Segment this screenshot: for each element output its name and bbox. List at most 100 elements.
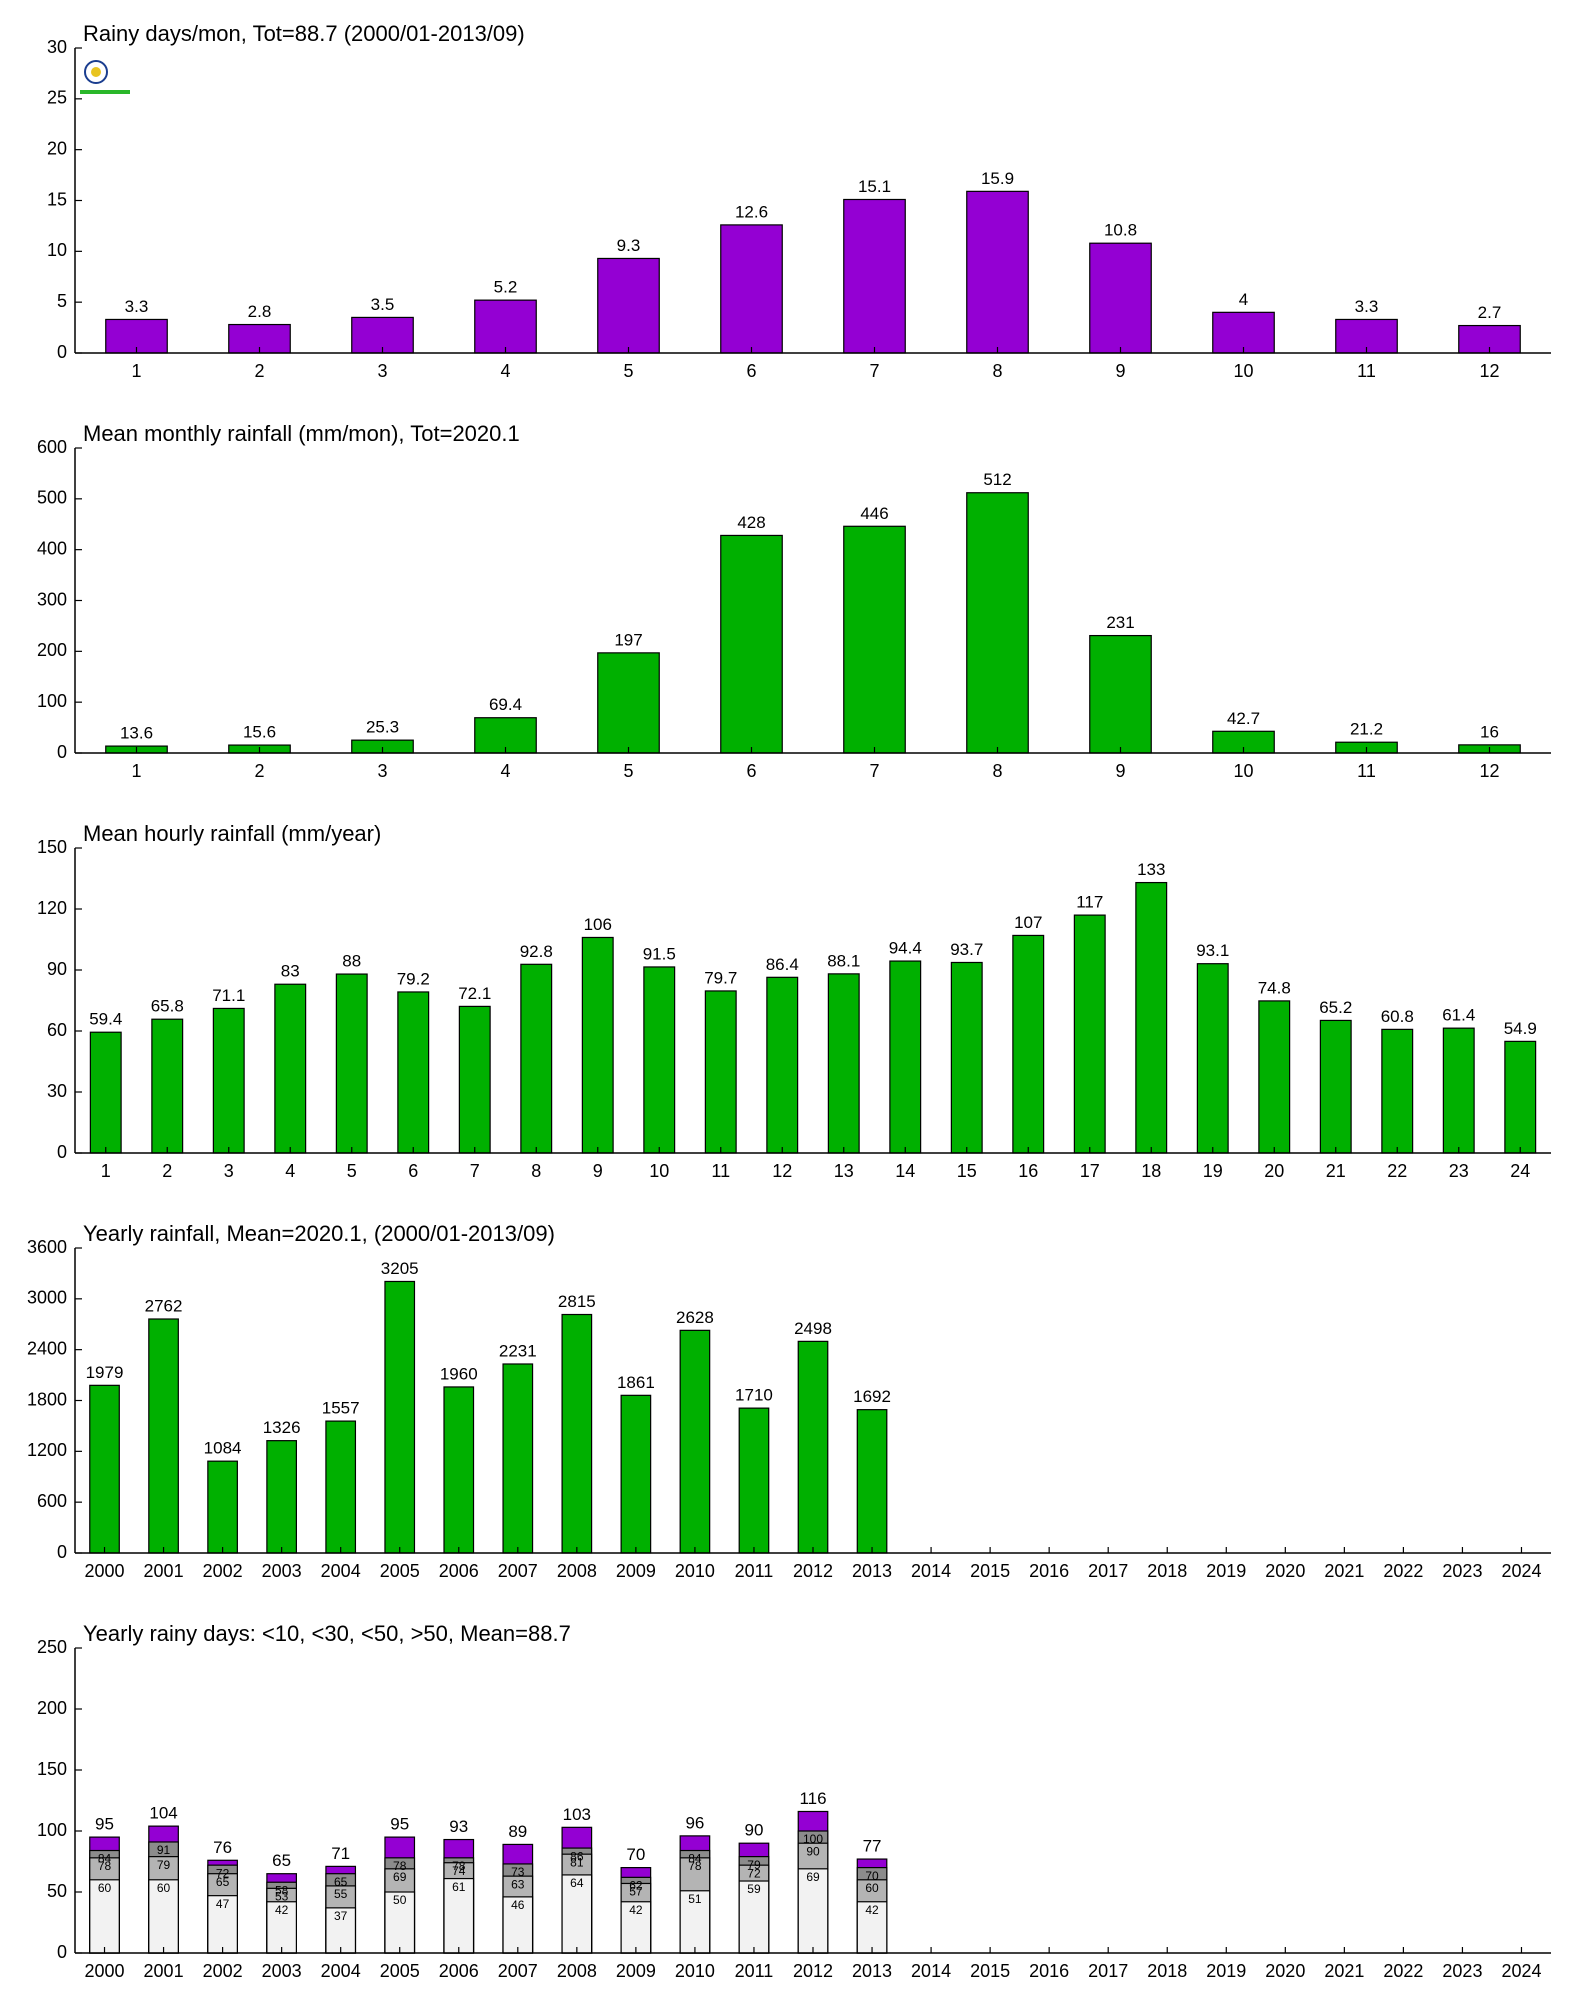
bar: [738, 1407, 770, 1554]
x-tick-label: 4: [500, 761, 510, 781]
y-tick-label: 20: [47, 138, 67, 158]
x-tick-label: 2007: [498, 1961, 538, 1981]
value-label: 21.2: [1350, 720, 1383, 739]
chart-title: Mean monthly rainfall (mm/mon), Tot=2020…: [83, 421, 520, 446]
x-tick-label: 2021: [1324, 1561, 1364, 1581]
bar: [1089, 634, 1152, 754]
value-label: 62: [629, 1879, 643, 1893]
value-label: 2815: [558, 1292, 596, 1311]
y-tick-label: 0: [57, 1942, 67, 1962]
y-tick-label: 3000: [27, 1288, 67, 1308]
value-label: 78: [452, 1859, 466, 1873]
value-label: 64: [570, 1876, 584, 1890]
value-label: 1692: [853, 1387, 891, 1406]
x-tick-label: 2017: [1088, 1561, 1128, 1581]
x-tick-label: 2001: [144, 1561, 184, 1581]
x-tick-label: 2017: [1088, 1961, 1128, 1981]
value-label: 59: [747, 1882, 761, 1896]
bar: [1442, 1027, 1475, 1154]
value-label: 5.2: [494, 278, 518, 297]
value-label: 4: [1239, 290, 1248, 309]
y-tick-label: 0: [57, 342, 67, 362]
value-label: 2628: [676, 1308, 714, 1327]
x-tick-label: 2011: [735, 1561, 774, 1581]
bar: [1258, 1000, 1291, 1154]
value-label: 3.3: [125, 297, 149, 316]
value-label: 89: [508, 1822, 527, 1841]
y-tick-label: 15: [47, 189, 67, 209]
bar: [797, 1340, 829, 1554]
value-label: 107: [1014, 913, 1042, 932]
y-tick-label: 600: [37, 1491, 67, 1511]
x-tick-label: 2012: [793, 1561, 833, 1581]
value-label: 1710: [735, 1386, 773, 1405]
y-tick-label: 150: [37, 837, 67, 857]
bar: [843, 198, 906, 354]
value-label: 13.6: [120, 724, 153, 743]
value-label: 3.3: [1355, 297, 1379, 316]
value-label: 79: [157, 1858, 171, 1872]
x-tick-label: 2016: [1029, 1961, 1069, 1981]
bar: [397, 991, 430, 1154]
chart-title: Yearly rainfall, Mean=2020.1, (2000/01-2…: [83, 1221, 555, 1246]
value-label: 3.5: [371, 295, 395, 314]
x-tick-label: 2018: [1147, 1561, 1187, 1581]
value-label: 42: [865, 1903, 879, 1917]
value-label: 37: [334, 1909, 348, 1923]
y-tick-label: 30: [47, 37, 67, 57]
value-label: 60: [98, 1881, 112, 1895]
x-tick-label: 5: [623, 361, 633, 381]
value-label: 10.8: [1104, 221, 1137, 240]
value-label: 96: [685, 1813, 704, 1832]
x-tick-label: 2023: [1442, 1561, 1482, 1581]
x-tick-label: 2008: [557, 1561, 597, 1581]
x-tick-label: 9: [1115, 361, 1125, 381]
x-tick-label: 2004: [321, 1561, 361, 1581]
x-tick-label: 8: [531, 1161, 541, 1181]
bar: [704, 990, 737, 1154]
value-label: 78: [393, 1859, 407, 1873]
value-label: 90: [806, 1844, 820, 1858]
y-tick-label: 0: [57, 1542, 67, 1562]
x-tick-label: 2011: [735, 1961, 774, 1981]
value-label: 25.3: [366, 718, 399, 737]
x-tick-label: 2015: [970, 1561, 1010, 1581]
bar: [1504, 1040, 1537, 1154]
bar: [384, 1280, 416, 1554]
value-label: 88.1: [827, 951, 860, 970]
value-label: 86: [570, 1849, 584, 1863]
value-label: 73: [511, 1865, 525, 1879]
x-tick-label: 8: [992, 761, 1002, 781]
x-tick-label: 2016: [1029, 1561, 1069, 1581]
value-label: 86.4: [766, 955, 799, 974]
y-tick-label: 200: [37, 1698, 67, 1718]
y-tick-label: 250: [37, 1637, 67, 1657]
value-label: 104: [149, 1804, 177, 1823]
y-tick-label: 3600: [27, 1237, 67, 1257]
value-label: 1084: [204, 1439, 242, 1458]
bar: [643, 966, 676, 1154]
bar: [148, 1879, 179, 1954]
bar: [1012, 934, 1045, 1154]
x-tick-label: 2022: [1383, 1561, 1423, 1581]
bar: [597, 652, 660, 754]
value-label: 2.7: [1478, 303, 1502, 322]
value-label: 88: [342, 952, 361, 971]
x-tick-label: 11: [711, 1161, 730, 1181]
bar: [889, 960, 922, 1154]
value-label: 81: [570, 1855, 584, 1869]
value-label: 65.2: [1319, 998, 1352, 1017]
y-tick-label: 300: [37, 589, 67, 609]
bar: [720, 534, 783, 754]
value-label: 15.9: [981, 169, 1014, 188]
x-tick-label: 10: [1233, 361, 1253, 381]
x-tick-label: 2007: [498, 1561, 538, 1581]
value-label: 60.8: [1381, 1007, 1414, 1026]
bar: [720, 224, 783, 354]
value-label: 65: [216, 1875, 230, 1889]
value-label: 1557: [322, 1399, 360, 1418]
x-tick-label: 2: [254, 361, 264, 381]
value-label: 231: [1106, 613, 1134, 632]
x-tick-label: 13: [834, 1161, 854, 1181]
x-tick-label: 2005: [380, 1961, 420, 1981]
